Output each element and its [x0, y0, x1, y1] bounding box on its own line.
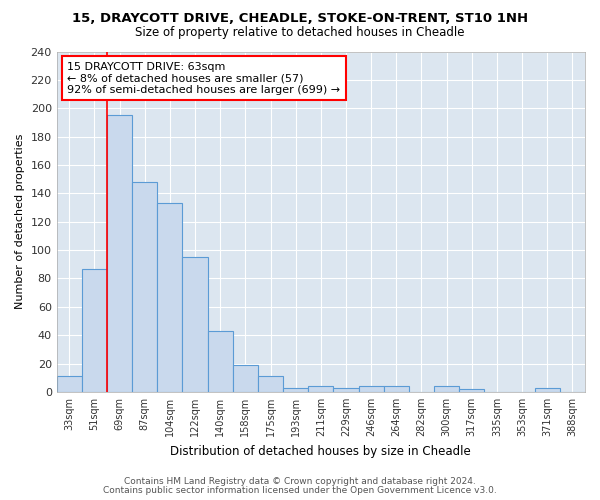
Y-axis label: Number of detached properties: Number of detached properties — [15, 134, 25, 310]
Bar — [182, 257, 208, 392]
Bar — [459, 389, 484, 392]
Text: 15 DRAYCOTT DRIVE: 63sqm
← 8% of detached houses are smaller (57)
92% of semi-de: 15 DRAYCOTT DRIVE: 63sqm ← 8% of detache… — [67, 62, 340, 95]
Bar — [258, 376, 283, 392]
Bar — [107, 116, 132, 392]
Bar — [56, 376, 82, 392]
Text: Contains public sector information licensed under the Open Government Licence v3: Contains public sector information licen… — [103, 486, 497, 495]
Bar — [334, 388, 359, 392]
Bar — [233, 365, 258, 392]
Bar — [308, 386, 334, 392]
Bar — [384, 386, 409, 392]
Text: 15, DRAYCOTT DRIVE, CHEADLE, STOKE-ON-TRENT, ST10 1NH: 15, DRAYCOTT DRIVE, CHEADLE, STOKE-ON-TR… — [72, 12, 528, 26]
Text: Contains HM Land Registry data © Crown copyright and database right 2024.: Contains HM Land Registry data © Crown c… — [124, 477, 476, 486]
X-axis label: Distribution of detached houses by size in Cheadle: Distribution of detached houses by size … — [170, 444, 471, 458]
Bar — [82, 268, 107, 392]
Bar — [132, 182, 157, 392]
Bar — [157, 204, 182, 392]
Bar — [359, 386, 384, 392]
Bar — [283, 388, 308, 392]
Bar — [535, 388, 560, 392]
Bar — [208, 331, 233, 392]
Bar — [434, 386, 459, 392]
Text: Size of property relative to detached houses in Cheadle: Size of property relative to detached ho… — [135, 26, 465, 39]
